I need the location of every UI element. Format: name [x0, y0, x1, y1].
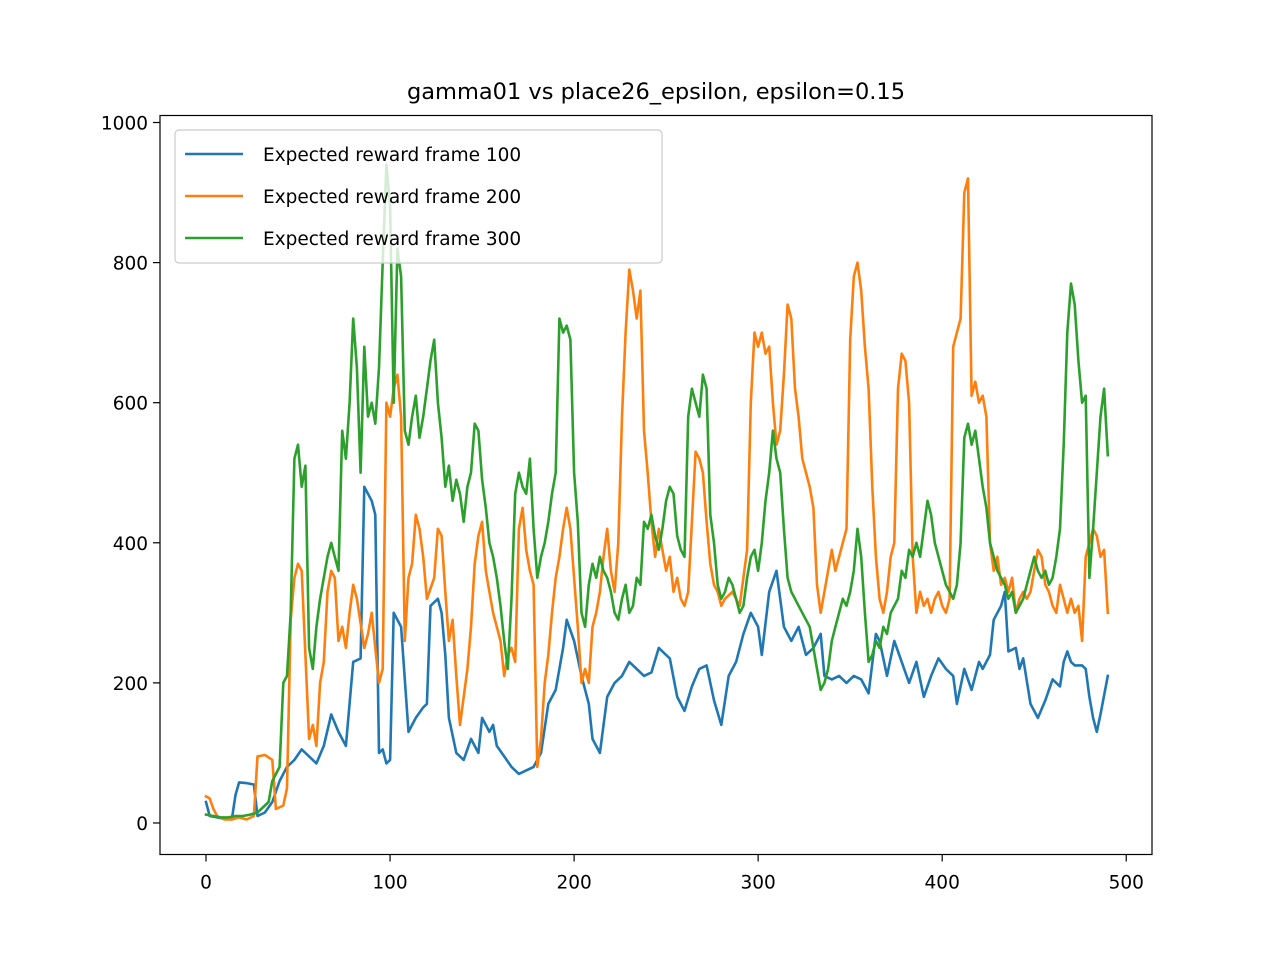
x-tick-label: 200: [556, 873, 591, 894]
series-line-2: [204, 177, 1110, 821]
y-axis: 0 200 400 600 800 1000: [101, 114, 160, 835]
legend-label-2: Expected reward frame 200: [263, 187, 521, 208]
x-tick-label: 300: [740, 873, 775, 894]
x-axis: 0 100 200 300 400 500: [200, 854, 1144, 894]
legend-box: [174, 129, 663, 264]
y-tick-label: 200: [113, 674, 148, 695]
legend-label-1: Expected reward frame 100: [263, 145, 521, 166]
axes-frame: [159, 114, 1153, 856]
x-tick-label: 0: [200, 873, 212, 894]
y-tick-label: 600: [113, 394, 148, 415]
legend-label-3: Expected reward frame 300: [263, 229, 521, 250]
series-line-1: [204, 485, 1110, 821]
y-tick-label: 0: [136, 814, 148, 835]
y-tick-label: 1000: [101, 114, 148, 135]
legend: Expected reward frame 100 Expected reward…: [174, 129, 663, 264]
y-tick-label: 800: [113, 254, 148, 275]
x-tick-label: 500: [1109, 873, 1144, 894]
x-tick-label: 400: [925, 873, 960, 894]
y-tick-label: 400: [113, 534, 148, 555]
chart-title: gamma01 vs place26_epsilon, epsilon=0.15: [407, 79, 905, 105]
x-tick-label: 100: [372, 873, 407, 894]
